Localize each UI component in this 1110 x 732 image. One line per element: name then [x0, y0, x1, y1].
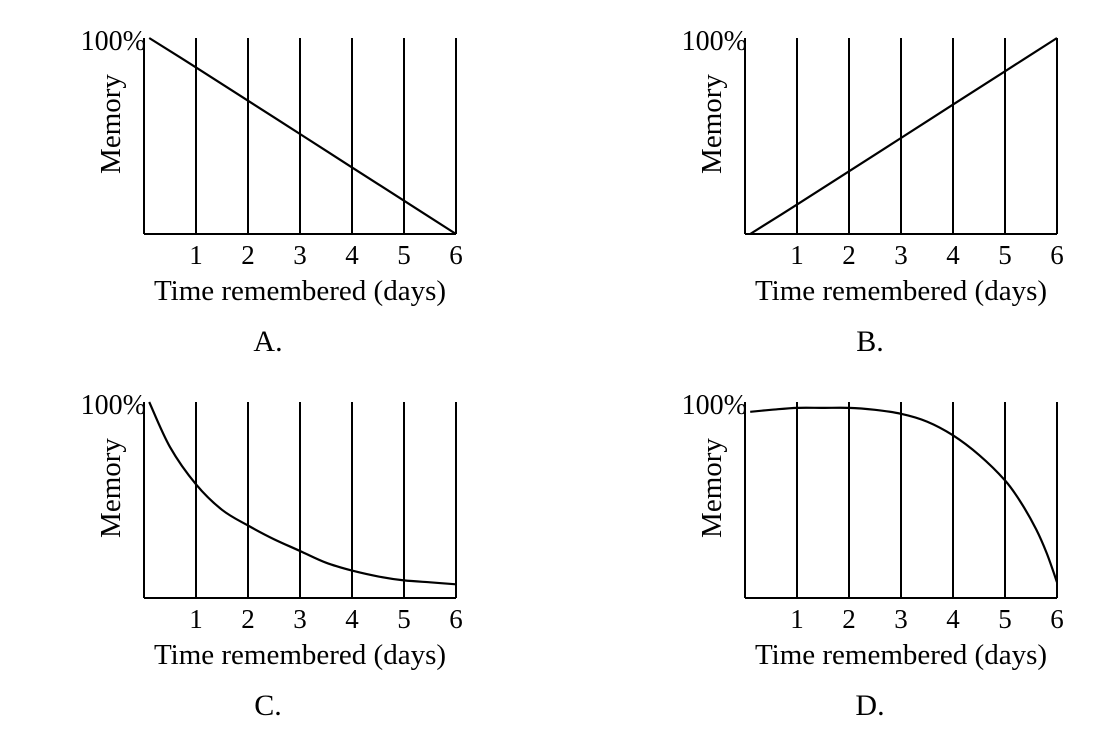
x-tick-label-4: 4: [345, 240, 359, 270]
y-top-label: 100%: [81, 26, 146, 57]
x-tick-label-2: 2: [241, 604, 255, 634]
x-axis-label: Time remembered (days): [154, 275, 446, 307]
y-axis-label: Memory: [696, 74, 728, 174]
x-tick-label-1: 1: [790, 240, 804, 270]
x-tick-label-5: 5: [397, 604, 411, 634]
x-tick-label-6: 6: [1050, 604, 1064, 634]
chart-d: 1 2 3 4 5 6 100% Memory Time remembered (days) D.: [682, 390, 1064, 722]
x-tick-label-3: 3: [894, 604, 908, 634]
x-tick-label-6: 6: [449, 240, 463, 270]
panel-label: C.: [254, 689, 282, 722]
x-tick-label-5: 5: [998, 604, 1012, 634]
y-top-label: 100%: [682, 26, 747, 57]
x-tick-label-2: 2: [842, 240, 856, 270]
x-tick-label-5: 5: [998, 240, 1012, 270]
x-tick-label-2: 2: [241, 240, 255, 270]
chart-b: 1 2 3 4 5 6 100% Memory Time remembered (days) B.: [682, 26, 1064, 358]
x-tick-label-4: 4: [345, 604, 359, 634]
memory-curve: [750, 406, 1059, 583]
x-tick-label-3: 3: [894, 240, 908, 270]
panel-label: D.: [855, 689, 884, 722]
memory-curve: [148, 37, 457, 235]
chart-a: 1 2 3 4 5 6 100% Memory Time remembered (days) A.: [81, 26, 463, 358]
x-tick-label-3: 3: [293, 604, 307, 634]
memory-curve: [749, 37, 1058, 235]
x-tick-label-2: 2: [842, 604, 856, 634]
x-tick-label-4: 4: [946, 604, 960, 634]
panel-label: B.: [856, 325, 884, 358]
x-tick-label-5: 5: [397, 240, 411, 270]
x-tick-label-6: 6: [449, 604, 463, 634]
x-tick-label-1: 1: [189, 604, 203, 634]
y-top-label: 100%: [81, 390, 146, 421]
x-tick-label-3: 3: [293, 240, 307, 270]
x-axis-label: Time remembered (days): [154, 639, 446, 671]
memory-curve: [148, 401, 457, 586]
x-tick-label-6: 6: [1050, 240, 1064, 270]
x-axis-label: Time remembered (days): [755, 275, 1047, 307]
x-tick-label-1: 1: [790, 604, 804, 634]
x-axis-label: Time remembered (days): [755, 639, 1047, 671]
y-axis-label: Memory: [696, 438, 728, 538]
panel-label: A.: [253, 325, 282, 358]
y-top-label: 100%: [682, 390, 747, 421]
chart-c: 1 2 3 4 5 6 100% Memory Time remembered (days) C.: [81, 390, 463, 722]
x-tick-label-1: 1: [189, 240, 203, 270]
x-tick-label-4: 4: [946, 240, 960, 270]
y-axis-label: Memory: [95, 438, 127, 538]
y-axis-label: Memory: [95, 74, 127, 174]
